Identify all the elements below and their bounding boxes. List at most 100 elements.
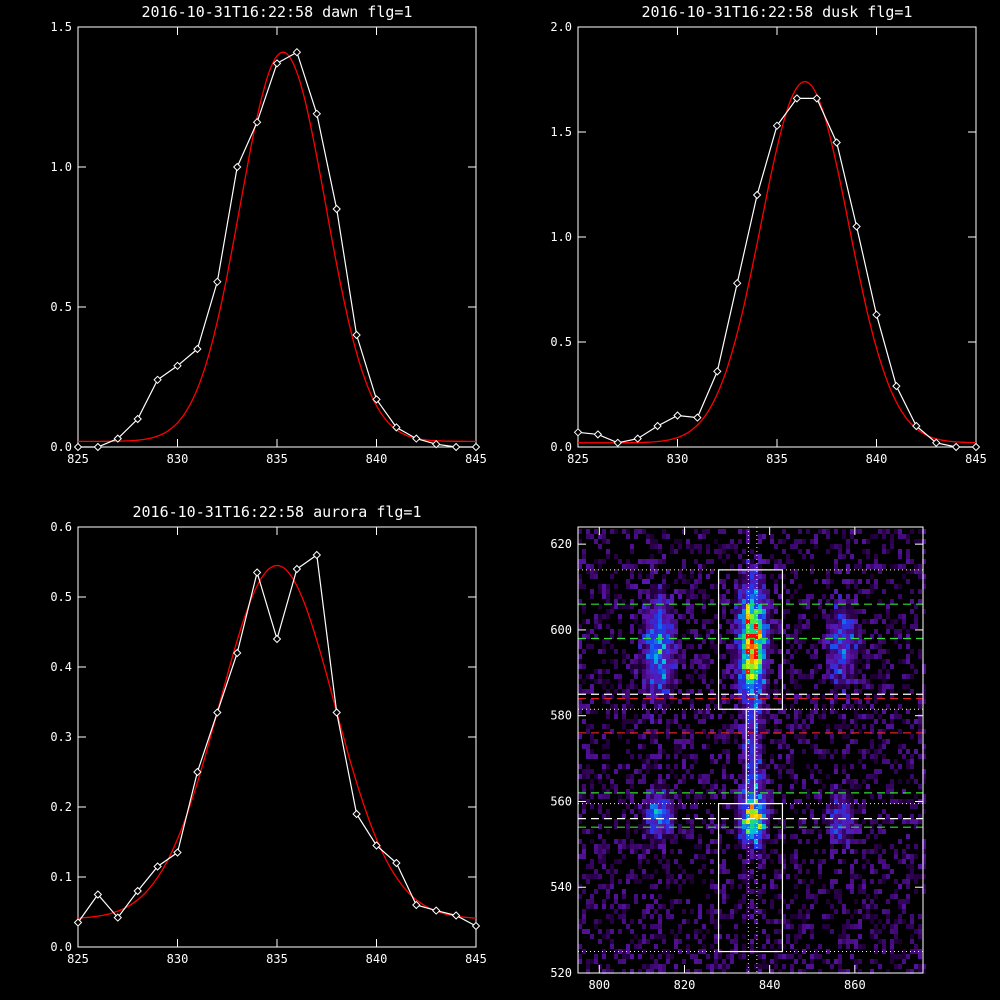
y-tick-label: 520: [550, 966, 572, 980]
x-tick-label: 860: [844, 978, 866, 992]
data-point-diamond: [471, 442, 481, 452]
x-tick-label: 825: [67, 952, 89, 966]
data-point-diamond: [772, 121, 782, 130]
x-tick-label: 825: [67, 452, 89, 466]
data-point-diamond: [153, 862, 162, 871]
x-tick-label: 835: [266, 952, 288, 966]
dawn-plot-title: 2016-10-31T16:22:58 dawn flg=1: [142, 3, 413, 21]
dusk-spectrum-panel: 2016-10-31T16:22:58 dusk flg=1 825 830 835…: [550, 3, 987, 466]
plot-frame: [577, 526, 924, 974]
data-point-diamond: [332, 708, 341, 717]
x-tick-label: 840: [366, 452, 388, 466]
data-point-diamond: [852, 222, 861, 231]
data-point-diamond: [593, 430, 603, 439]
y-tick-label: 540: [550, 880, 572, 894]
data-point-diamond: [312, 109, 322, 119]
data-point-diamond: [153, 375, 162, 385]
data-point-diamond: [352, 330, 361, 340]
data-point-diamond: [252, 117, 262, 127]
data-point-diamond: [573, 428, 583, 437]
data-point-diamond: [352, 809, 361, 819]
data-point-diamond: [951, 442, 961, 452]
y-tick-label: 0.5: [50, 590, 72, 604]
y-tick-label: 0.1: [50, 870, 72, 884]
data-point-diamond: [392, 858, 401, 868]
data-point-diamond: [173, 361, 182, 371]
aurora-plot-title: 2016-10-31T16:22:58 aurora flg=1: [133, 503, 422, 521]
heatmap-pixels: [578, 529, 926, 974]
x-tick-label: 835: [266, 452, 288, 466]
gaussian-fit-curve: [77, 564, 477, 919]
x-tick-label: 840: [866, 452, 888, 466]
data-point-diamond: [451, 911, 461, 920]
x-tick-label: 825: [567, 452, 589, 466]
x-tick-label: 830: [167, 452, 189, 466]
x-tick-label: 800: [588, 978, 610, 992]
dawn-spectrum-panel: 2016-10-31T16:22:58 dawn flg=1 825 830 835…: [50, 3, 487, 466]
data-point-diamond: [872, 310, 881, 319]
data-point-diamond: [912, 421, 921, 431]
data-point-diamond: [931, 438, 941, 448]
x-tick-label: 840: [759, 978, 781, 992]
y-tick-label: 1.0: [550, 230, 572, 244]
data-point-diamond: [713, 367, 722, 376]
data-point-diamond: [292, 47, 302, 57]
y-tick-label: 0.6: [50, 520, 72, 534]
data-point-diamond: [312, 550, 322, 560]
y-tick-label: 600: [550, 623, 572, 637]
y-tick-label: 2.0: [550, 20, 572, 34]
y-tick-label: 1.5: [50, 20, 72, 34]
data-point-diamond: [673, 411, 682, 420]
y-tick-label: 0.5: [550, 335, 572, 349]
data-point-diamond: [732, 278, 742, 288]
x-tick-label: 845: [465, 952, 487, 966]
data-point-diamond: [232, 648, 242, 658]
data-point-diamond: [133, 414, 142, 424]
data-point-diamond: [73, 442, 83, 452]
data-point-diamond: [113, 913, 123, 922]
y-tick-label: 0.0: [50, 940, 72, 954]
observed-data-line: [78, 51, 476, 448]
data-point-diamond: [431, 439, 441, 449]
data-point-diamond: [392, 423, 401, 432]
data-point-diamond: [832, 138, 841, 147]
data-point-diamond: [971, 442, 981, 452]
y-tick-label: 0.4: [50, 660, 72, 674]
plot-frame: [77, 26, 477, 448]
data-point-diamond: [113, 434, 123, 443]
data-point-diamond: [451, 442, 461, 452]
observed-data-line: [77, 553, 477, 927]
y-tick-label: 620: [550, 537, 572, 551]
gaussian-fit-curve: [78, 51, 476, 443]
data-point-diamond: [471, 921, 481, 931]
spectrogram-heatmap-panel: 800 820 840 860 520 540 560 580 600 620: [550, 526, 926, 992]
data-point-diamond: [173, 848, 182, 857]
gaussian-fit-curve: [578, 80, 976, 444]
y-tick-label: 0.5: [50, 300, 72, 314]
plot-frame: [77, 526, 477, 948]
data-point-diamond: [412, 900, 421, 910]
data-point-diamond: [812, 94, 822, 103]
y-tick-label: 560: [550, 794, 572, 808]
data-point-diamond: [93, 890, 103, 899]
y-tick-label: 0.3: [50, 730, 72, 744]
plot-frame: [577, 26, 977, 448]
x-tick-label: 830: [667, 452, 689, 466]
y-tick-label: 1.5: [550, 125, 572, 139]
data-point-diamond: [193, 344, 202, 354]
data-point-diamond: [653, 421, 662, 431]
data-point-diamond: [372, 841, 381, 850]
data-point-diamond: [693, 413, 702, 422]
data-point-diamond: [372, 395, 381, 404]
x-tick-label: 840: [366, 952, 388, 966]
data-point-diamond: [633, 434, 642, 443]
data-point-diamond: [193, 767, 202, 777]
data-point-diamond: [752, 190, 762, 200]
data-point-diamond: [792, 94, 802, 103]
data-point-diamond: [73, 918, 83, 927]
data-point-diamond: [892, 381, 901, 391]
y-tick-label: 0.0: [550, 440, 572, 454]
data-point-diamond: [213, 708, 222, 717]
y-tick-label: 580: [550, 709, 572, 723]
dusk-plot-title: 2016-10-31T16:22:58 dusk flg=1: [642, 3, 913, 21]
